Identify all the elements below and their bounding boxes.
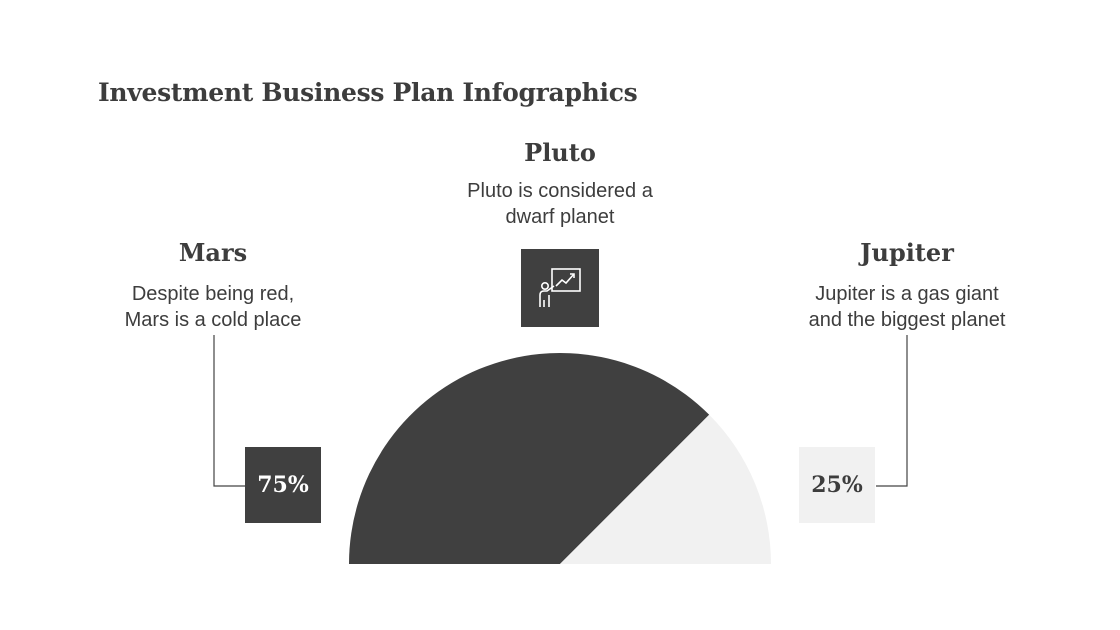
jupiter-value-badge: 25% [799, 447, 875, 523]
mars-description: Despite being red, Mars is a cold place [63, 281, 363, 333]
pie-slice-jupiter [560, 414, 771, 564]
jupiter-description-line-1: Jupiter is a gas giant [815, 283, 999, 305]
mars-connector-line [213, 335, 246, 487]
mars-description-line-2: Mars is a cold place [124, 309, 302, 331]
pluto-description-line-1: Pluto is considered a [467, 180, 653, 202]
presentation-growth-chart-icon [539, 268, 581, 307]
mars-description-line-1: Despite being red, [131, 283, 295, 305]
mars-value-badge: 75% [245, 447, 321, 523]
jupiter-description-line-2: and the biggest planet [808, 309, 1006, 331]
pie-slice-mars [349, 352, 710, 564]
mars-heading: Mars [178, 238, 248, 267]
jupiter-connector-line [876, 335, 908, 487]
pluto-heading: Pluto [524, 138, 596, 167]
jupiter-description: Jupiter is a gas giant and the biggest p… [757, 281, 1057, 333]
pluto-icon-box [521, 249, 599, 327]
page-title: Investment Business Plan Infographics [98, 78, 638, 107]
pluto-description-line-2: dwarf planet [505, 206, 615, 228]
semicircle-pie-chart [349, 352, 771, 564]
pluto-description: Pluto is considered a dwarf planet [410, 178, 710, 230]
jupiter-heading: Jupiter [860, 238, 954, 267]
